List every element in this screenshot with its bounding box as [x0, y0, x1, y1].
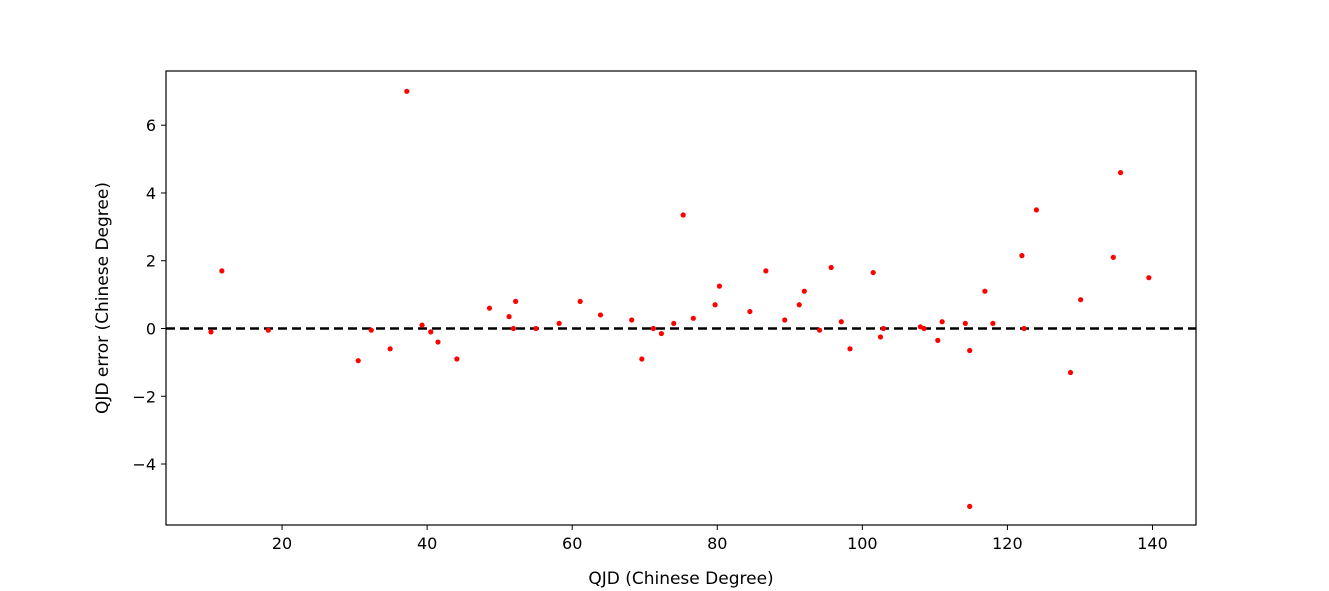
data-point: [935, 337, 941, 343]
x-tick-label: 120: [992, 534, 1023, 553]
data-point: [435, 339, 441, 345]
data-point: [921, 325, 927, 332]
data-point: [967, 503, 973, 509]
data-point: [801, 288, 807, 294]
data-point: [828, 264, 834, 271]
data-points-layer: [208, 88, 1152, 509]
data-point: [796, 302, 802, 308]
data-point: [816, 327, 823, 333]
data-point: [368, 327, 374, 333]
y-axis-ticks: −4 −2 0 2 4 6: [132, 116, 166, 474]
data-point: [939, 319, 945, 325]
data-point: [419, 322, 425, 328]
data-point: [967, 347, 973, 354]
data-point: [1078, 297, 1084, 303]
data-point: [1067, 369, 1074, 376]
data-point: [355, 358, 361, 364]
data-point: [716, 283, 723, 289]
data-point: [1110, 254, 1116, 260]
data-point: [1033, 207, 1040, 213]
data-point: [639, 356, 645, 362]
data-point: [880, 325, 886, 332]
data-point: [265, 327, 271, 333]
data-point: [533, 325, 539, 332]
data-point: [962, 320, 968, 327]
data-point: [847, 346, 853, 352]
data-point: [838, 319, 844, 325]
data-point: [1117, 170, 1124, 176]
data-point: [387, 346, 393, 352]
y-tick-label: −4: [132, 455, 156, 474]
data-point: [486, 305, 493, 311]
x-tick-label: 40: [417, 534, 437, 553]
plot-area-frame: [165, 70, 1197, 526]
y-tick-label: 6: [146, 116, 156, 135]
data-point: [454, 356, 460, 362]
data-point: [577, 298, 583, 304]
y-tick-label: 2: [146, 252, 156, 271]
data-point: [510, 325, 517, 332]
data-point: [556, 320, 562, 327]
y-tick-label: 4: [146, 184, 156, 203]
y-axis-label: QJD error (Chinese Degree): [93, 182, 113, 414]
x-tick-label: 80: [707, 534, 727, 553]
y-tick-label: −2: [132, 387, 156, 406]
data-point: [1021, 325, 1027, 332]
data-point: [877, 334, 884, 340]
y-tick-label: 0: [146, 319, 156, 338]
data-point: [629, 317, 635, 323]
data-point: [1146, 275, 1152, 281]
data-point: [219, 268, 225, 274]
data-point: [712, 302, 718, 308]
data-point: [597, 312, 604, 318]
x-tick-label: 60: [562, 534, 582, 553]
data-point: [680, 212, 686, 218]
data-point: [506, 314, 512, 320]
data-point: [404, 88, 410, 94]
data-point: [747, 308, 753, 315]
x-axis-ticks: 20 40 60 80 100 120 140: [272, 525, 1168, 553]
data-point: [1019, 253, 1025, 259]
data-point: [513, 298, 519, 304]
data-point: [658, 330, 665, 337]
data-point: [990, 320, 996, 327]
data-point: [763, 268, 769, 274]
data-point: [690, 315, 696, 321]
x-tick-label: 20: [272, 534, 292, 553]
data-point: [870, 269, 876, 276]
data-point: [650, 325, 657, 332]
data-point: [982, 288, 988, 294]
x-tick-label: 140: [1137, 534, 1168, 553]
x-axis-label: QJD (Chinese Degree): [588, 569, 773, 589]
data-point: [428, 329, 434, 335]
x-tick-label: 100: [847, 534, 878, 553]
data-point: [671, 320, 677, 327]
data-point: [208, 329, 214, 335]
data-point: [782, 317, 788, 323]
